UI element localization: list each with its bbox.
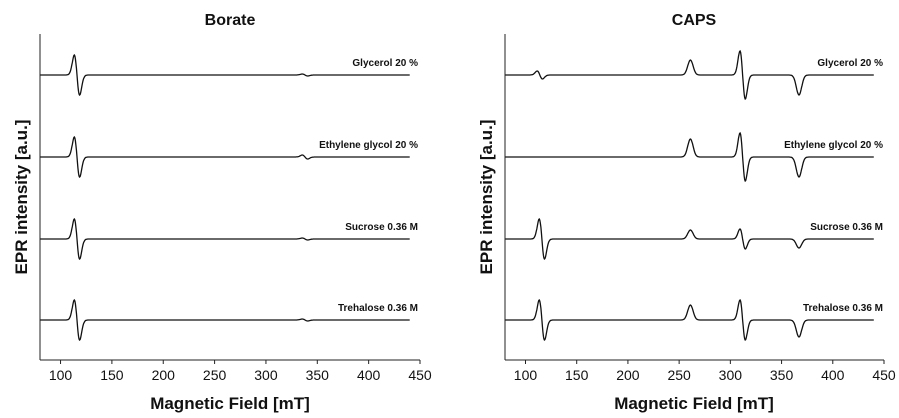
x-tick-label: 200 xyxy=(152,367,176,383)
series-line xyxy=(40,298,410,341)
x-tick-label: 450 xyxy=(408,367,432,383)
x-tick-label: 350 xyxy=(770,367,794,383)
series-label: Trehalose 0.36 M xyxy=(803,303,883,314)
series-line xyxy=(505,298,874,342)
x-tick-label: 400 xyxy=(821,367,845,383)
series-line xyxy=(40,135,410,178)
y-axis-title: EPR intensity [a.u.] xyxy=(12,120,31,275)
x-axis-title: Magnetic Field [mT] xyxy=(150,394,310,413)
y-axis-title: EPR intensity [a.u.] xyxy=(477,120,496,275)
series-label: Trehalose 0.36 M xyxy=(338,303,418,314)
series-line xyxy=(40,53,410,96)
x-tick-label: 150 xyxy=(100,367,124,383)
panel-title: CAPS xyxy=(672,12,717,29)
series-label: Glycerol 20 % xyxy=(817,58,883,69)
series-label: Sucrose 0.36 M xyxy=(810,222,883,233)
x-axis-title: Magnetic Field [mT] xyxy=(614,394,774,413)
series-line xyxy=(505,131,874,183)
series-line xyxy=(40,217,410,260)
series-line xyxy=(505,49,874,101)
x-tick-label: 250 xyxy=(667,367,691,383)
x-tick-label: 400 xyxy=(357,367,381,383)
x-tick-label: 300 xyxy=(719,367,743,383)
x-tick-label: 250 xyxy=(203,367,227,383)
panel-borate: Borate EPR intensity [a.u.] Magnetic Fie… xyxy=(12,12,432,413)
x-tick-label: 450 xyxy=(872,367,896,383)
x-tick-label: 300 xyxy=(254,367,278,383)
panel-title: Borate xyxy=(205,12,256,29)
series-label: Ethylene glycol 20 % xyxy=(319,140,418,151)
series-label: Sucrose 0.36 M xyxy=(345,222,418,233)
x-tick-label: 350 xyxy=(306,367,330,383)
x-tick-label: 100 xyxy=(49,367,73,383)
series-label: Ethylene glycol 20 % xyxy=(784,140,883,151)
x-tick-label: 150 xyxy=(565,367,589,383)
series-line xyxy=(505,217,874,261)
series-label: Glycerol 20 % xyxy=(352,58,418,69)
x-tick-label: 200 xyxy=(616,367,640,383)
panel-caps: CAPS EPR intensity [a.u.] Magnetic Field… xyxy=(477,12,896,413)
x-tick-label: 100 xyxy=(514,367,538,383)
